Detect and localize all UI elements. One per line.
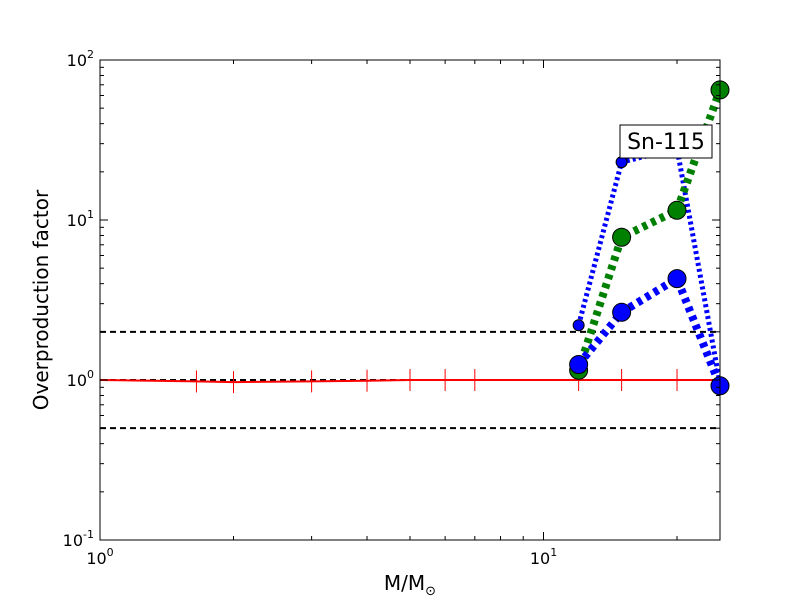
x-tick-label-0-exponent: 0 [107, 546, 114, 559]
series-3-point-0 [569, 354, 589, 374]
x-axis-label-main: M/M [384, 571, 425, 595]
x-tick-label-1-exponent: 1 [550, 546, 557, 559]
annotation-box: Sn-115 [619, 124, 713, 159]
series-2-point-1 [612, 227, 632, 247]
axis-ticks [99, 59, 720, 541]
x-tick-label-0-base: 10 [86, 549, 106, 568]
x-tick-label-1: 101 [530, 546, 557, 568]
series-line-2 [574, 88, 720, 372]
y-tick-label-1-base: 10 [67, 371, 87, 390]
y-tick-label-3: 102 [67, 48, 94, 70]
y-tick-label-1-exponent: 0 [87, 368, 94, 381]
plot-area [100, 60, 720, 540]
y-tick-label-3-exponent: 2 [87, 48, 94, 61]
series-1-point-0 [572, 319, 585, 332]
x-axis-label-sun-symbol: ⊙ [425, 584, 436, 599]
y-tick-label-2: 101 [67, 208, 94, 230]
x-tick-label-1-base: 10 [530, 549, 550, 568]
y-tick-label-0-exponent: -1 [83, 528, 94, 541]
y-tick-label-2-exponent: 1 [87, 208, 94, 221]
x-tick-label-0: 100 [86, 546, 113, 568]
x-axis-label: M/M⊙ [384, 571, 436, 599]
y-axis-label: Overproduction factor [29, 189, 53, 410]
y-tick-label-0: 10-1 [63, 528, 94, 550]
series-3-point-2 [667, 269, 687, 289]
series-lines [100, 88, 720, 394]
series-line-0 [100, 379, 720, 384]
series-line-1 [576, 145, 720, 385]
series-3-point-1 [612, 302, 632, 322]
y-tick-label-1: 100 [67, 368, 94, 390]
y-tick-label-0-base: 10 [63, 531, 83, 550]
y-tick-label-3-base: 10 [67, 51, 87, 70]
y-tick-label-2-base: 10 [67, 211, 87, 230]
series-2-point-2 [667, 200, 687, 220]
annotation-frame [619, 124, 713, 159]
series-line-3 [575, 272, 720, 388]
annotation-label: Sn-115 [627, 130, 705, 155]
